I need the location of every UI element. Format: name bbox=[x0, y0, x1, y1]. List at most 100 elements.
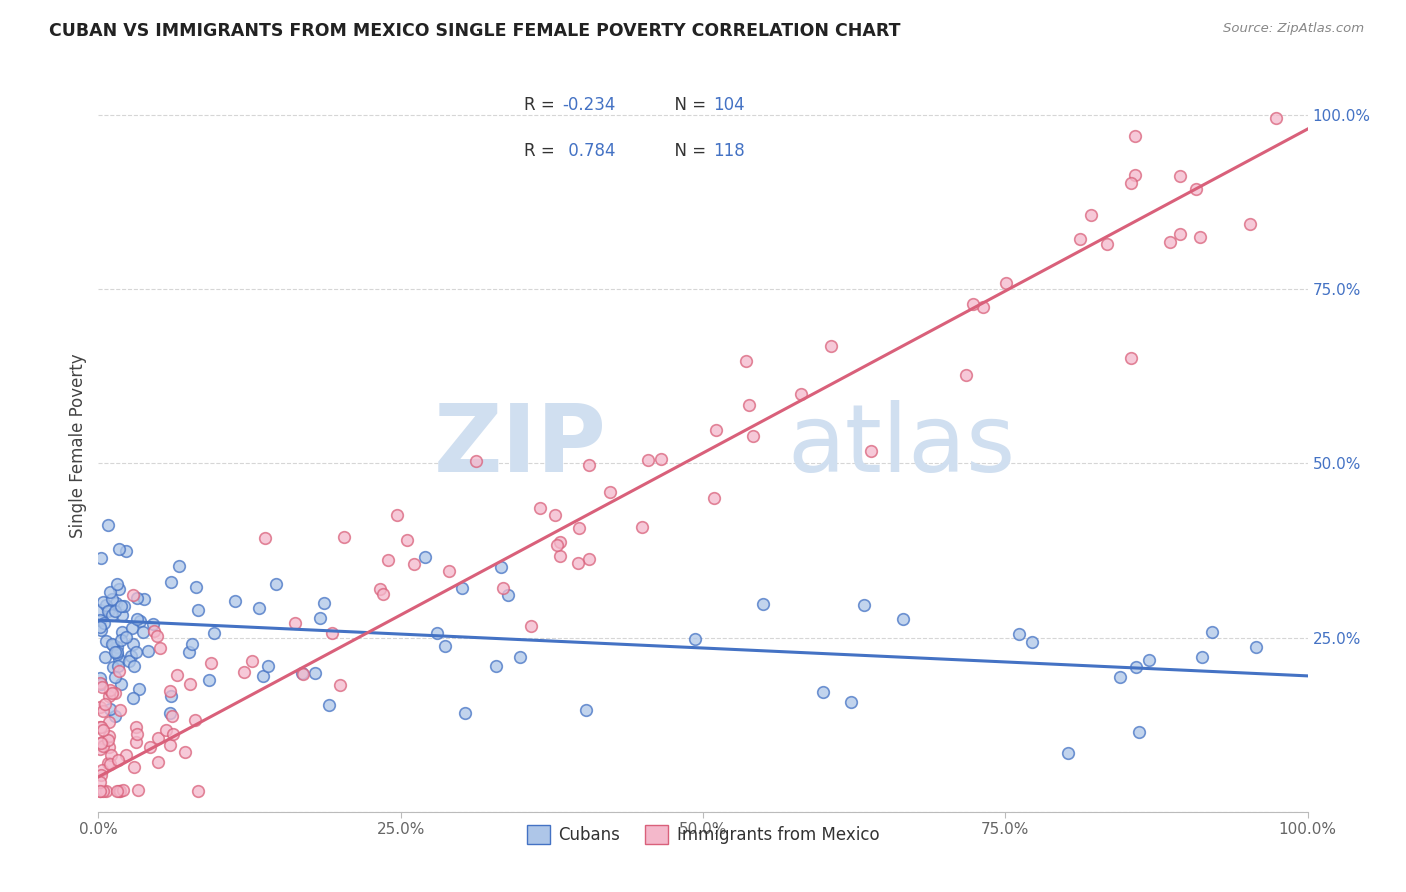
Point bbox=[498, 588, 520, 602]
Point bbox=[110, 702, 132, 716]
Point bbox=[104, 686, 127, 700]
Point bbox=[98, 682, 121, 697]
Point bbox=[291, 665, 314, 680]
Point bbox=[104, 645, 127, 659]
Point bbox=[159, 738, 181, 752]
Point bbox=[434, 639, 457, 653]
Point bbox=[125, 612, 148, 626]
Point bbox=[124, 720, 146, 734]
Point bbox=[125, 645, 148, 659]
Point bbox=[142, 616, 165, 631]
Point bbox=[1097, 236, 1119, 251]
Point bbox=[955, 368, 977, 382]
Point bbox=[110, 633, 132, 648]
Point bbox=[704, 423, 727, 437]
Point bbox=[181, 637, 204, 651]
Point bbox=[1021, 635, 1043, 649]
Point bbox=[839, 695, 862, 709]
Point bbox=[97, 603, 120, 617]
Point bbox=[162, 727, 184, 741]
Point bbox=[568, 521, 591, 535]
Point bbox=[122, 588, 145, 602]
Point bbox=[98, 702, 121, 716]
Point bbox=[91, 763, 114, 777]
Point bbox=[1185, 181, 1208, 195]
Point bbox=[89, 784, 111, 798]
Point bbox=[143, 624, 166, 638]
Point bbox=[100, 607, 122, 622]
Point bbox=[184, 580, 207, 594]
Y-axis label: Single Female Poverty: Single Female Poverty bbox=[69, 354, 87, 538]
Point bbox=[91, 723, 114, 737]
Text: ZIP: ZIP bbox=[433, 400, 606, 492]
Point bbox=[107, 659, 129, 673]
Point bbox=[155, 723, 177, 737]
Point bbox=[224, 594, 246, 608]
Point bbox=[136, 643, 159, 657]
Point bbox=[247, 600, 270, 615]
Point bbox=[631, 520, 654, 534]
Point bbox=[550, 549, 572, 563]
Point bbox=[200, 656, 222, 670]
Point bbox=[544, 508, 567, 523]
Point bbox=[1128, 725, 1150, 739]
Point bbox=[94, 599, 117, 613]
Point bbox=[101, 637, 124, 651]
Point bbox=[94, 784, 117, 798]
Point bbox=[121, 621, 143, 635]
Point bbox=[578, 458, 600, 472]
Point bbox=[177, 645, 200, 659]
Point bbox=[101, 591, 124, 606]
Text: -0.234: -0.234 bbox=[562, 96, 616, 114]
Point bbox=[89, 603, 111, 617]
Point bbox=[972, 301, 994, 315]
Point bbox=[89, 720, 111, 734]
Point bbox=[169, 559, 191, 574]
Point bbox=[232, 665, 254, 679]
Point bbox=[127, 782, 149, 797]
Point bbox=[426, 626, 449, 640]
Text: 104: 104 bbox=[713, 96, 744, 114]
Point bbox=[90, 681, 112, 695]
Point bbox=[454, 706, 477, 721]
Point bbox=[1108, 670, 1130, 684]
Point bbox=[108, 582, 131, 596]
Point bbox=[98, 714, 121, 729]
Point bbox=[107, 753, 129, 767]
Point bbox=[1168, 227, 1191, 241]
Point bbox=[529, 500, 551, 515]
Point bbox=[105, 577, 128, 591]
Point bbox=[329, 678, 352, 692]
Point bbox=[98, 756, 121, 771]
Point bbox=[198, 673, 221, 688]
Point bbox=[108, 784, 131, 798]
Point bbox=[97, 604, 120, 618]
Point bbox=[1201, 624, 1223, 639]
Text: Source: ZipAtlas.com: Source: ZipAtlas.com bbox=[1223, 22, 1364, 36]
Point bbox=[187, 603, 209, 617]
Point bbox=[1244, 640, 1267, 654]
Text: N =: N = bbox=[664, 142, 711, 160]
Point bbox=[104, 596, 127, 610]
Point bbox=[575, 703, 598, 717]
Point bbox=[1080, 208, 1102, 222]
Point bbox=[184, 713, 207, 727]
Point bbox=[1137, 653, 1160, 667]
Point bbox=[789, 387, 811, 401]
Point bbox=[1121, 351, 1143, 365]
Point bbox=[333, 530, 356, 544]
Point bbox=[309, 611, 332, 625]
Point bbox=[101, 686, 124, 700]
Point bbox=[114, 630, 136, 644]
Point bbox=[146, 629, 169, 643]
Point bbox=[120, 649, 142, 664]
Point bbox=[110, 677, 132, 691]
Point bbox=[98, 739, 121, 754]
Point bbox=[89, 700, 111, 714]
Legend: Cubans, Immigrants from Mexico: Cubans, Immigrants from Mexico bbox=[520, 818, 886, 851]
Point bbox=[994, 276, 1017, 290]
Point bbox=[1159, 235, 1181, 249]
Point bbox=[91, 595, 114, 609]
Point bbox=[820, 339, 842, 353]
Point bbox=[891, 612, 914, 626]
